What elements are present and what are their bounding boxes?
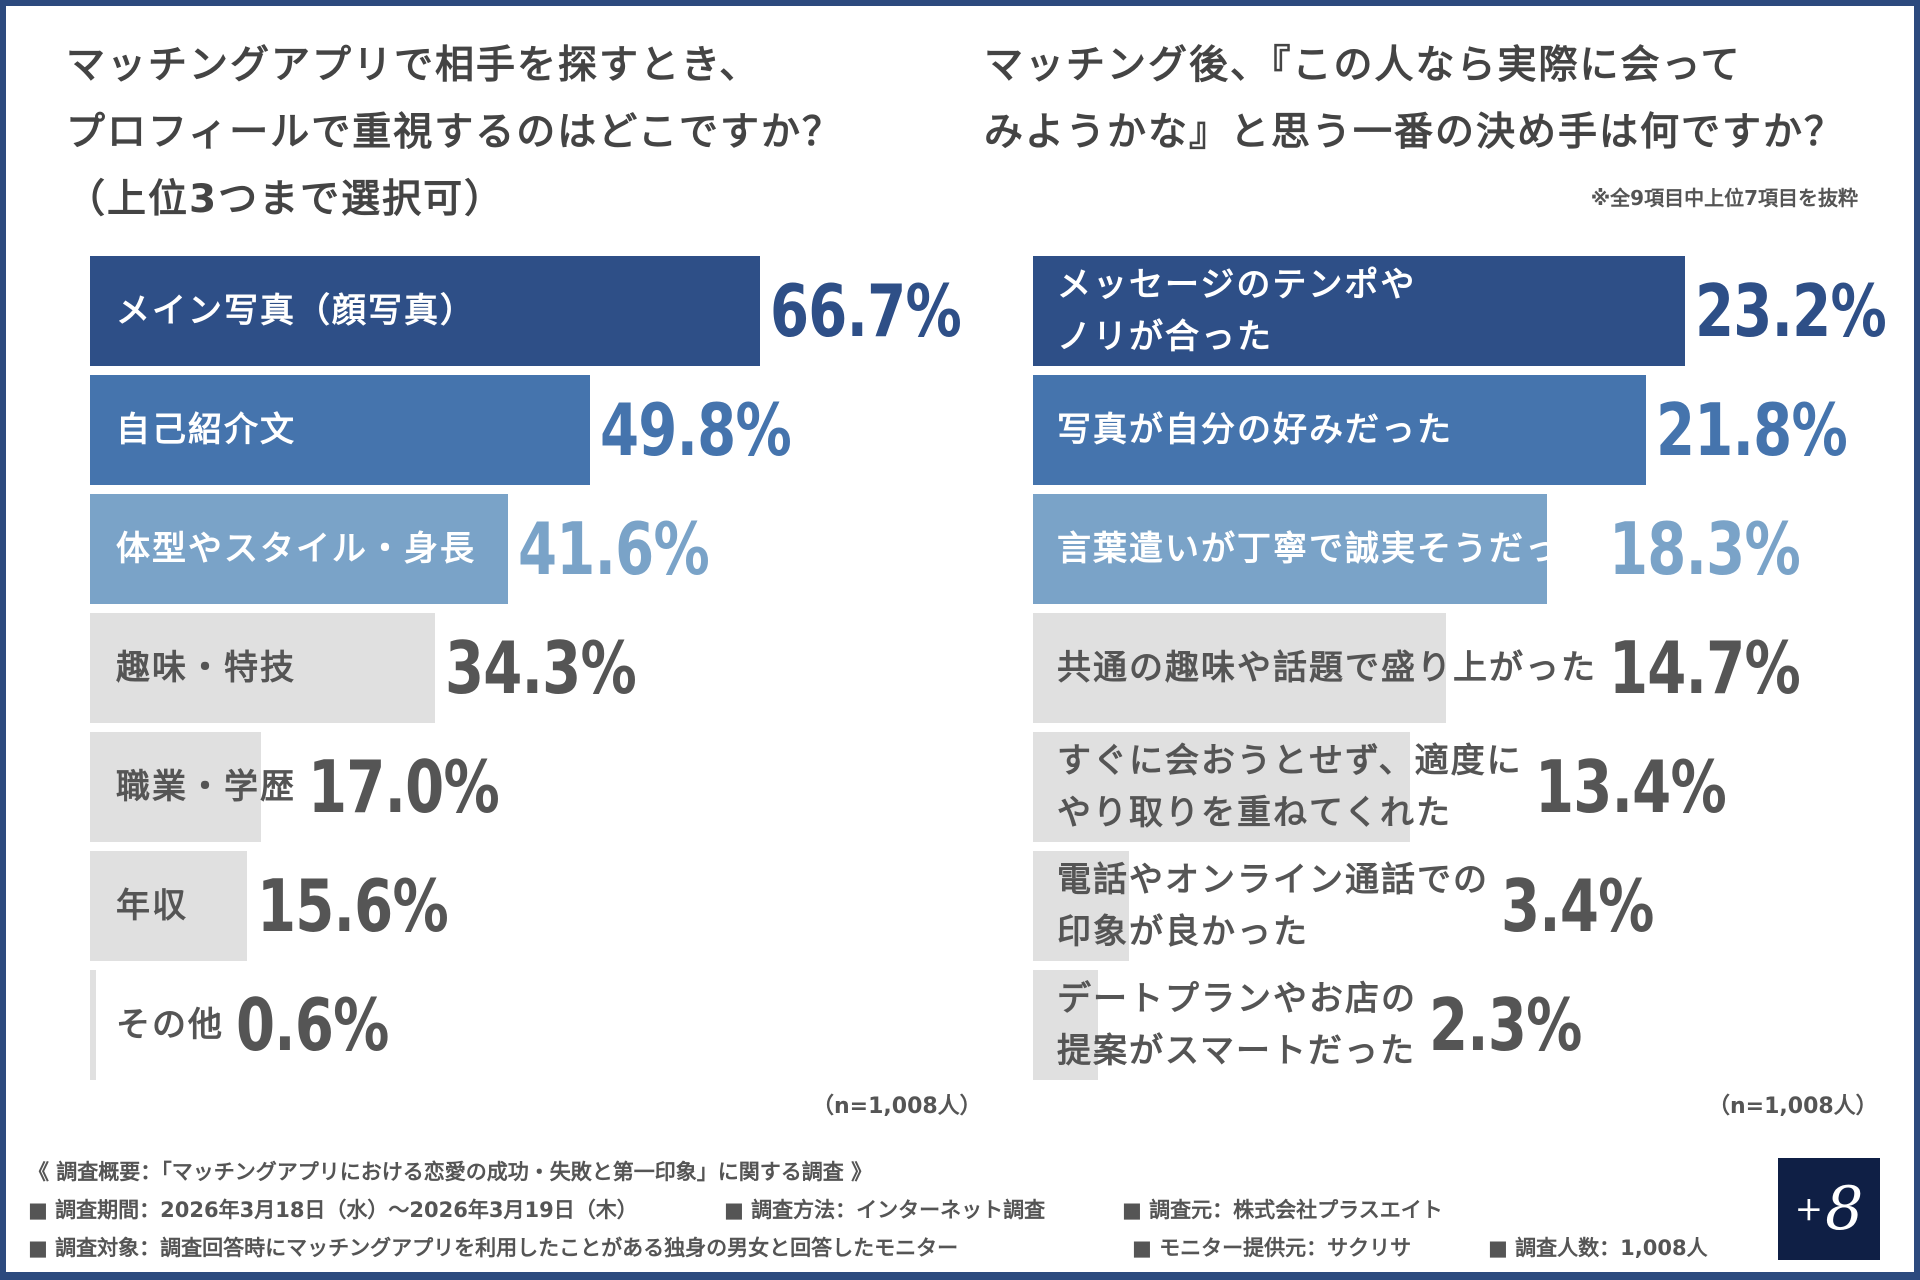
monitor-provider: ■ モニター提供元：サクリサ <box>1132 1236 1412 1260</box>
footer-row-2: ■ 調査対象：調査回答時にマッチングアプリを利用したことがある独身の男女と回答し… <box>28 1232 1728 1260</box>
bar <box>90 613 435 723</box>
bar-label: 写真が自分の好みだった <box>1057 404 1453 456</box>
bar-label-line: やり取りを重ねてくれた <box>1057 793 1452 833</box>
company-logo: +8 <box>1778 1158 1880 1260</box>
bar-label-line: メイン写真（顔写真） <box>116 291 476 331</box>
bar <box>90 970 97 1080</box>
bar-label-line: 提案がスマートだった <box>1057 1031 1416 1071</box>
bar-label: 体型やスタイル・身長 <box>116 523 476 575</box>
bar <box>1033 732 1410 842</box>
footer-heading: 《 調査概要：「マッチングアプリにおける恋愛の成功・失敗と第一印象」に関する調査… <box>28 1160 873 1184</box>
bar-label: 共通の趣味や話題で盛り上がった <box>1057 642 1597 694</box>
survey-count: ■ 調査人数：1,008人 <box>1488 1236 1708 1260</box>
bar-label-line: デートプランやお店の <box>1057 979 1417 1019</box>
bar-label: その他 <box>116 999 224 1051</box>
subnote: ※全9項目中上位7項目を抜粋 <box>1590 186 1858 210</box>
bar-label: 言葉遣いが丁寧で誠実そうだった <box>1057 523 1597 575</box>
bar-label-line: すぐに会おうとせず、適度に <box>1057 741 1523 781</box>
bar-label: 自己紹介文 <box>116 404 296 456</box>
bar <box>90 256 761 366</box>
bar-label-line: ノリが合った <box>1057 317 1273 357</box>
bar <box>1033 851 1129 961</box>
value-label: 14.7% <box>1609 626 1801 710</box>
bar <box>90 494 509 604</box>
bar-label-line: 自己紹介文 <box>116 410 296 450</box>
bar-label-line: 電話やオンライン通話での <box>1057 860 1489 900</box>
bar <box>1033 970 1098 1080</box>
bar-label-line: 年収 <box>116 886 188 926</box>
value-label: 17.0% <box>308 745 500 829</box>
title-line: マッチングアプリで相手を探すとき、 <box>66 43 761 88</box>
bar <box>90 375 591 485</box>
title-line: （上位3つまで選択可） <box>66 177 506 222</box>
bar <box>1033 375 1646 485</box>
bar <box>1033 613 1447 723</box>
bar-label-line: メッセージのテンポや <box>1057 265 1417 305</box>
bar-label-line: 体型やスタイル・身長 <box>116 529 476 569</box>
bar-label: メッセージのテンポや ノリが合った <box>1057 259 1416 363</box>
survey-period: ■ 調査期間：2026年3月18日（水）～2026年3月19日（木） <box>28 1198 638 1222</box>
value-label: 18.3% <box>1609 507 1801 591</box>
right-sample-size: （n=1,008人） <box>1708 1094 1878 1119</box>
value-label: 0.6% <box>236 983 389 1067</box>
value-label: 13.4% <box>1535 745 1727 829</box>
left-chart-title: マッチングアプリで相手を探すとき、 プロフィールで重視するのはどこですか？ （上… <box>66 32 843 233</box>
value-label: 2.3% <box>1429 983 1582 1067</box>
value-label: 21.8% <box>1655 388 1848 472</box>
value-label: 15.6% <box>256 864 449 948</box>
value-label: 41.6% <box>518 507 710 591</box>
value-label: 34.3% <box>444 626 637 710</box>
survey-method: ■ 調査方法：インターネット調査 <box>724 1198 1046 1222</box>
bar-label-line: その他 <box>116 1005 224 1045</box>
bar-label: メイン写真（顔写真） <box>116 285 476 337</box>
bar <box>90 732 261 842</box>
bar-label: 電話やオンライン通話での 印象が良かった <box>1057 854 1489 958</box>
bar-label-line: 趣味・特技 <box>116 648 296 688</box>
title-line: プロフィールで重視するのはどこですか？ <box>66 110 844 155</box>
title-line: マッチング後、『この人なら実際に会って <box>984 43 1742 88</box>
bar-label-line: 職業・学歴 <box>116 767 296 807</box>
value-label: 66.7% <box>770 269 962 353</box>
bar-label-line: 写真が自分の好みだった <box>1057 410 1453 450</box>
value-label: 49.8% <box>600 388 792 472</box>
bar-label-line: 共通の趣味や話題で盛り上がった <box>1057 648 1597 688</box>
footer-row-1: ■ 調査期間：2026年3月18日（水）～2026年3月19日（木） ■ 調査方… <box>28 1194 1728 1222</box>
bar-label: デートプランやお店の 提案がスマートだった <box>1057 973 1417 1077</box>
survey-source: ■ 調査元：株式会社プラスエイト <box>1122 1198 1443 1222</box>
value-label: 23.2% <box>1694 269 1887 353</box>
bar <box>1033 494 1548 604</box>
bar-label: 年収 <box>116 880 188 932</box>
right-chart-title: マッチング後、『この人なら実際に会って みようかな』と思う一番の決め手は何ですか… <box>984 32 1845 166</box>
bar <box>90 851 247 961</box>
bar-label: 趣味・特技 <box>116 642 296 694</box>
bar-label: すぐに会おうとせず、適度に やり取りを重ねてくれた <box>1057 735 1523 839</box>
value-label: 3.4% <box>1501 864 1654 948</box>
survey-target: ■ 調査対象：調査回答時にマッチングアプリを利用したことがある独身の男女と回答し… <box>28 1236 959 1260</box>
left-sample-size: （n=1,008人） <box>812 1094 982 1119</box>
bar <box>1033 256 1685 366</box>
bar-label: 職業・学歴 <box>116 761 296 813</box>
bar-label-line: 言葉遣いが丁寧で誠実そうだった <box>1057 529 1597 569</box>
title-line: みようかな』と思う一番の決め手は何ですか？ <box>984 110 1846 155</box>
bar-label-line: 印象が良かった <box>1057 912 1309 952</box>
